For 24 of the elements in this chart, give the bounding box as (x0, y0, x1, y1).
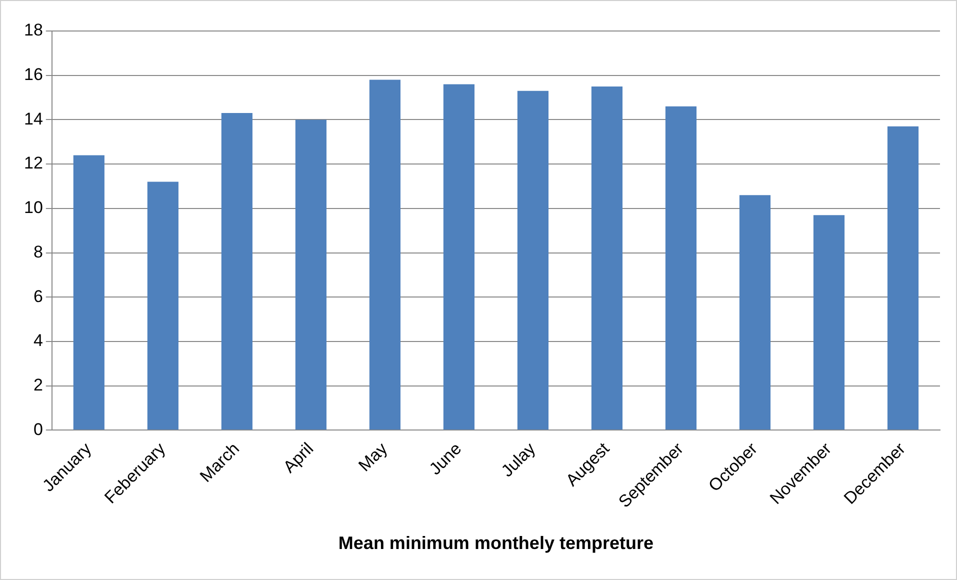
y-tick-label: 6 (33, 286, 43, 306)
y-tick-label: 2 (33, 376, 43, 395)
y-tick-label: 14 (24, 109, 43, 128)
bar (813, 215, 845, 430)
x-axis-title: Mean minimum monthely tempreture (338, 533, 654, 554)
y-tick-label: 10 (24, 198, 43, 218)
bar (73, 155, 104, 430)
y-tick-label: 18 (24, 20, 43, 40)
y-tick-label: 0 (33, 420, 43, 439)
bar (591, 86, 623, 430)
bar (221, 113, 252, 430)
bar (295, 120, 326, 430)
bar (443, 84, 474, 430)
bar (369, 80, 400, 430)
y-tick-label: 16 (24, 65, 43, 84)
x-tick-label: May (354, 438, 392, 476)
y-tick-label: 8 (33, 242, 43, 262)
y-tick-label: 4 (33, 331, 43, 350)
bar (665, 106, 697, 430)
y-tick-label: 12 (24, 154, 43, 173)
bar (147, 182, 178, 430)
bar (517, 90, 548, 430)
bar (739, 195, 771, 430)
bar (887, 126, 919, 430)
